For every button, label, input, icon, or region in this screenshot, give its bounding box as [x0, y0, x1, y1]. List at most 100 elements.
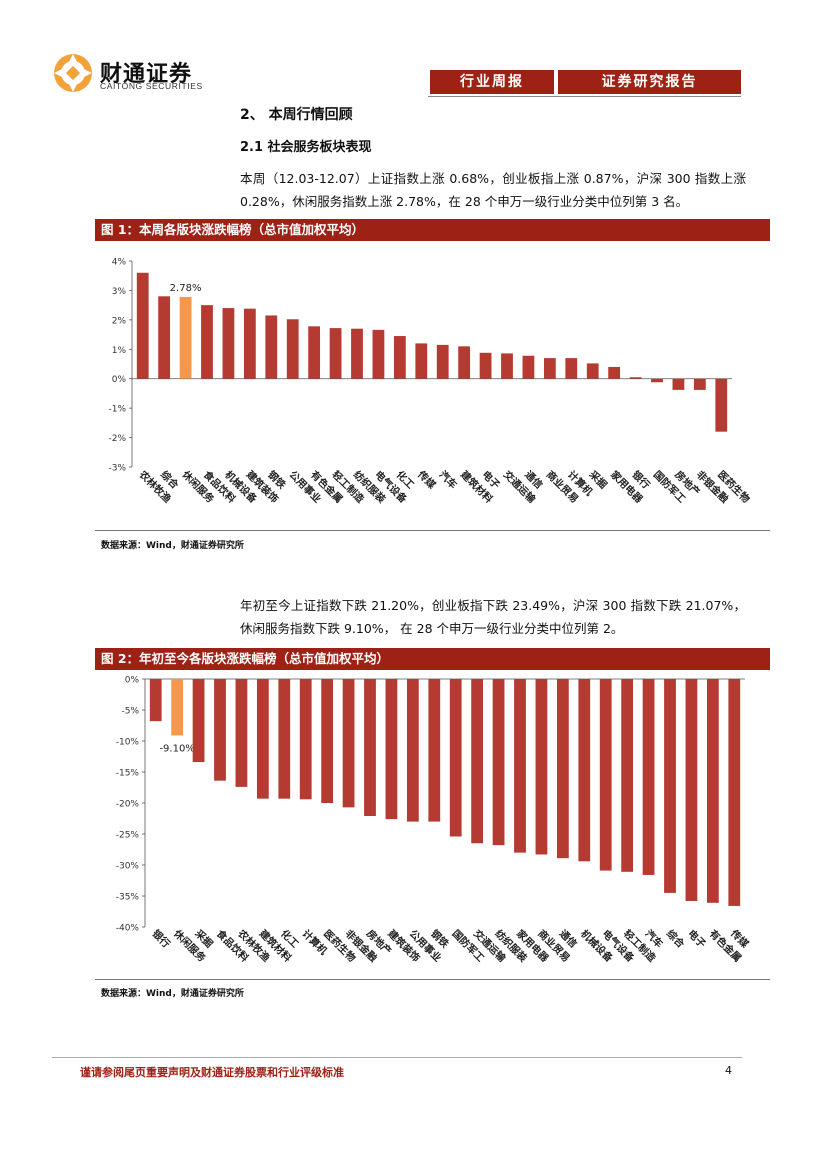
bar — [428, 679, 441, 822]
data-label: 2.78% — [170, 283, 202, 294]
bar — [449, 679, 462, 837]
y-tick-label: -25% — [116, 831, 140, 841]
bar — [621, 679, 634, 872]
bar — [693, 378, 706, 390]
figure1-bottom-rule — [95, 530, 770, 531]
bar — [342, 679, 355, 808]
bar — [501, 353, 513, 379]
bar — [415, 343, 428, 379]
y-tick-label: -35% — [116, 893, 140, 903]
bar — [299, 679, 312, 800]
bar — [543, 358, 556, 379]
figure1-source: 数据来源：Wind，财通证券研究所 — [101, 541, 244, 551]
bar — [256, 679, 269, 799]
logo-chinese-name: 财通证券 — [100, 62, 193, 87]
header-tag-weekly: 行业周报 — [430, 70, 554, 94]
bar — [214, 679, 226, 781]
bar — [586, 363, 599, 379]
figure2-source: 数据来源：Wind，财通证券研究所 — [101, 989, 244, 999]
bar — [243, 308, 256, 379]
bar — [179, 296, 192, 379]
bar — [364, 679, 376, 817]
y-tick-label: -30% — [116, 862, 140, 872]
figure2-bottom-rule — [95, 979, 770, 980]
bar — [578, 679, 591, 862]
y-tick-label: 0% — [125, 676, 140, 686]
y-tick-label: -20% — [116, 800, 140, 810]
bar — [436, 344, 449, 379]
bar — [706, 679, 719, 903]
category-label: 综合 — [664, 927, 688, 951]
bar — [479, 352, 492, 379]
bar — [235, 679, 248, 787]
section-heading: 2、 本周行情回顾 — [240, 107, 353, 123]
bar — [321, 679, 334, 803]
y-tick-label: -5% — [121, 707, 139, 717]
bar — [406, 679, 419, 822]
weekly-summary-paragraph: 本周（12.03-12.07）上证指数上涨 0.68%，创业板指上涨 0.87%… — [240, 171, 746, 209]
bar — [535, 679, 548, 855]
bar — [565, 358, 578, 379]
bar — [278, 679, 291, 799]
category-label: 传媒 — [414, 467, 439, 492]
header-divider — [428, 96, 741, 97]
bar — [385, 679, 398, 820]
bar — [556, 679, 569, 859]
bar — [286, 319, 299, 379]
footer-disclaimer: 谨请参阅尾页重要声明及财通证券股票和行业评级标准 — [80, 1066, 344, 1079]
bar — [642, 679, 655, 875]
bar — [492, 679, 505, 846]
figure2-title: 图 2：年初至今各版块涨跌幅榜（总市值加权平均） — [95, 648, 770, 670]
figure2-bar-chart: 0%-5%-10%-15%-20%-25%-30%-35%-40% 银行 休闲服务-… — [116, 676, 752, 966]
bar — [201, 305, 213, 379]
bar — [222, 308, 235, 379]
bar — [471, 679, 484, 844]
bar — [171, 679, 184, 736]
y-tick-label: -40% — [116, 924, 140, 934]
page-number: 4 — [725, 1064, 732, 1077]
footer-divider — [52, 1057, 742, 1058]
bar — [728, 679, 741, 906]
bar — [651, 378, 663, 383]
y-tick-label: 0% — [112, 375, 127, 385]
bar — [685, 679, 698, 901]
data-label: -9.10% — [159, 743, 194, 754]
bar — [629, 377, 642, 379]
y-tick-label: -2% — [108, 434, 126, 444]
logo: 财通证券 CAITONG SECURITIES — [52, 52, 222, 96]
category-label: 电子 — [685, 927, 708, 950]
y-tick-label: 1% — [112, 346, 127, 356]
bar — [158, 296, 171, 379]
bar — [599, 679, 612, 871]
category-label: 汽车 — [437, 468, 460, 491]
bar — [608, 366, 621, 379]
bar — [393, 336, 406, 379]
bar — [192, 679, 205, 763]
bar — [522, 355, 535, 379]
y-tick-label: 2% — [112, 316, 127, 326]
bar — [458, 346, 471, 379]
bar — [715, 378, 728, 432]
bar — [265, 315, 278, 379]
subsection-heading: 2.1 社会服务板块表现 — [240, 140, 372, 155]
bar — [664, 679, 676, 893]
y-tick-label: 3% — [112, 287, 127, 297]
y-tick-label: -3% — [108, 464, 126, 474]
bar — [136, 272, 149, 379]
caitong-logo-icon — [54, 54, 92, 92]
bar — [351, 328, 363, 379]
category-label: 银行 — [150, 927, 173, 950]
bar — [308, 326, 321, 379]
figure1-title: 图 1：本周各版块涨跌幅榜（总市值加权平均） — [95, 219, 770, 241]
logo-english-name: CAITONG SECURITIES — [100, 81, 203, 91]
bar — [672, 378, 685, 390]
y-tick-label: -15% — [116, 769, 140, 779]
bar — [149, 679, 162, 722]
bar — [329, 328, 342, 379]
y-tick-label: 4% — [112, 258, 127, 268]
y-tick-label: -10% — [116, 738, 140, 748]
ytd-summary-paragraph: 年初至今上证指数下跌 21.20%，创业板指下跌 23.49%，沪深 300 指… — [240, 598, 746, 636]
header-tag-report: 证券研究报告 — [558, 70, 741, 94]
y-tick-label: -1% — [108, 405, 126, 415]
